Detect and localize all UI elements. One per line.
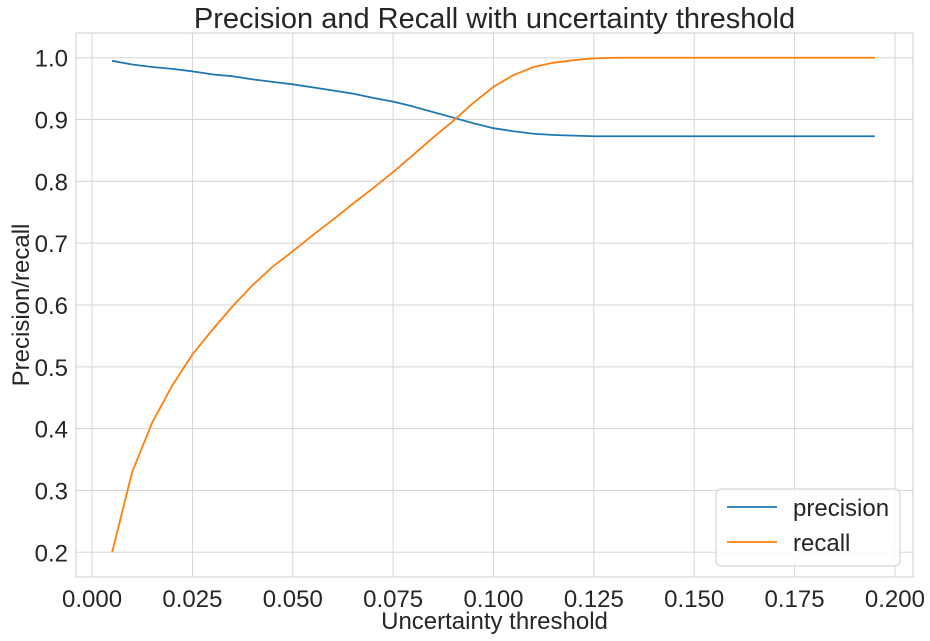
legend-box [715, 488, 901, 567]
x-tick-labels: 0.000 0.025 0.050 0.075 0.100 0.125 0.150 0.175… [62, 586, 925, 613]
x-tick-label: 0.175 [765, 586, 825, 613]
y-tick-label: 0.2 [35, 540, 68, 567]
series-layer [111, 56, 875, 553]
x-tick-label: 0.025 [162, 586, 222, 613]
chart-title: Precision and Recall with uncertainty th… [194, 3, 795, 35]
y-tick-label: 0.3 [35, 478, 68, 505]
y-tick-label: 0.7 [35, 231, 68, 258]
x-tick-label: 0.000 [62, 586, 122, 613]
y-tick-label: 1.0 [35, 46, 68, 73]
x-tick-label: 0.075 [363, 586, 423, 613]
y-tick-label: 0.5 [35, 355, 68, 382]
x-tick-label: 0.125 [564, 586, 624, 613]
y-tick-label: 0.4 [35, 417, 68, 444]
y-tick-label: 0.9 [35, 108, 68, 135]
y-tick-label: 0.6 [35, 293, 68, 320]
x-tick-label: 0.050 [263, 586, 323, 613]
legend-label-precision: precision [793, 495, 889, 522]
y-tick-label: 0.8 [35, 169, 68, 196]
legend-label-recall: recall [793, 530, 850, 557]
series-line-precision [111, 59, 875, 138]
x-tick-label: 0.100 [463, 586, 523, 613]
y-axis-label: Precision/recall [8, 224, 35, 387]
plot-frame [75, 32, 914, 578]
series-line-recall [111, 56, 875, 553]
x-tick-label: 0.150 [664, 586, 724, 613]
legend: precision recall [715, 488, 901, 567]
x-tick-label: 0.200 [865, 586, 925, 613]
x-axis-label: Uncertainty threshold [381, 608, 608, 635]
y-tick-labels: 0.2 0.3 0.4 0.5 0.6 0.7 0.8 0.9 1.0 [35, 46, 68, 568]
